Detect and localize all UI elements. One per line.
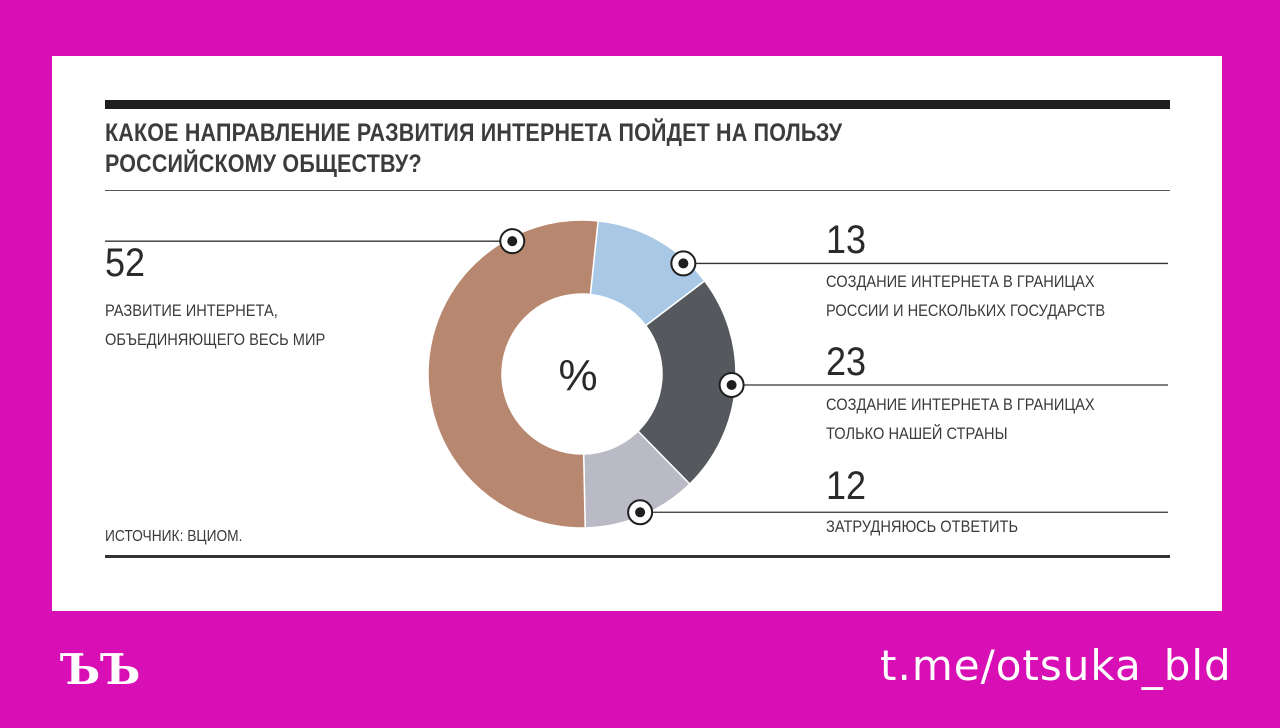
label-country-only-line-2: ТОЛЬКО НАШЕЙ СТРАНЫ <box>826 424 1008 443</box>
slice-country-only <box>636 279 737 486</box>
label-country-only-line-1: СОЗДАНИЕ ИНТЕРНЕТА В ГРАНИЦАХ <box>826 395 1095 414</box>
label-world: РАЗВИТИЕ ИНТЕРНЕТА, ОБЪЕДИНЯЮЩЕГО ВЕСЬ М… <box>105 296 325 354</box>
marker-undecided <box>627 499 654 526</box>
label-russia-several-line-1: СОЗДАНИЕ ИНТЕРНЕТА В ГРАНИЦАХ <box>826 272 1095 291</box>
marker-russia-several <box>670 250 697 277</box>
label-country-only: СОЗДАНИЕ ИНТЕРНЕТА В ГРАНИЦАХ ТОЛЬКО НАШ… <box>826 390 1095 448</box>
chart-title-line-2: РОССИЙСКОМУ ОБЩЕСТВУ? <box>105 150 422 178</box>
center-label: % <box>558 351 597 400</box>
chart-title: КАКОЕ НАПРАВЛЕНИЕ РАЗВИТИЯ ИНТЕРНЕТА ПОЙ… <box>105 118 879 180</box>
label-undecided-line-1: ЗАТРУДНЯЮСЬ ОТВЕТИТЬ <box>826 517 1019 536</box>
marker-country-only <box>718 371 745 398</box>
source-note: ИСТОЧНИК: ВЦИОМ. <box>105 528 243 545</box>
slice-world <box>427 219 599 529</box>
label-world-line-2: ОБЪЕДИНЯЮЩЕГО ВЕСЬ МИР <box>105 330 326 349</box>
brand-logo: ЪЪ <box>60 645 141 694</box>
value-country-only: 23 <box>826 340 867 384</box>
top-rule <box>105 100 1170 109</box>
value-undecided: 12 <box>826 464 867 508</box>
marker-world <box>499 228 526 255</box>
title-rule <box>105 190 1170 191</box>
label-world-line-1: РАЗВИТИЕ ИНТЕРНЕТА, <box>105 301 278 320</box>
bottom-rule <box>105 555 1170 558</box>
label-undecided: ЗАТРУДНЯЮСЬ ОТВЕТИТЬ <box>826 512 1018 541</box>
value-world: 52 <box>105 241 146 285</box>
label-russia-several-line-2: РОССИИ И НЕСКОЛЬКИХ ГОСУДАРСТВ <box>826 301 1106 320</box>
channel-link[interactable]: t.me/otsuka_bld <box>880 641 1232 690</box>
value-russia-several: 13 <box>826 218 867 262</box>
chart-title-line-1: КАКОЕ НАПРАВЛЕНИЕ РАЗВИТИЯ ИНТЕРНЕТА ПОЙ… <box>105 119 843 147</box>
label-russia-several: СОЗДАНИЕ ИНТЕРНЕТА В ГРАНИЦАХ РОССИИ И Н… <box>826 267 1105 325</box>
